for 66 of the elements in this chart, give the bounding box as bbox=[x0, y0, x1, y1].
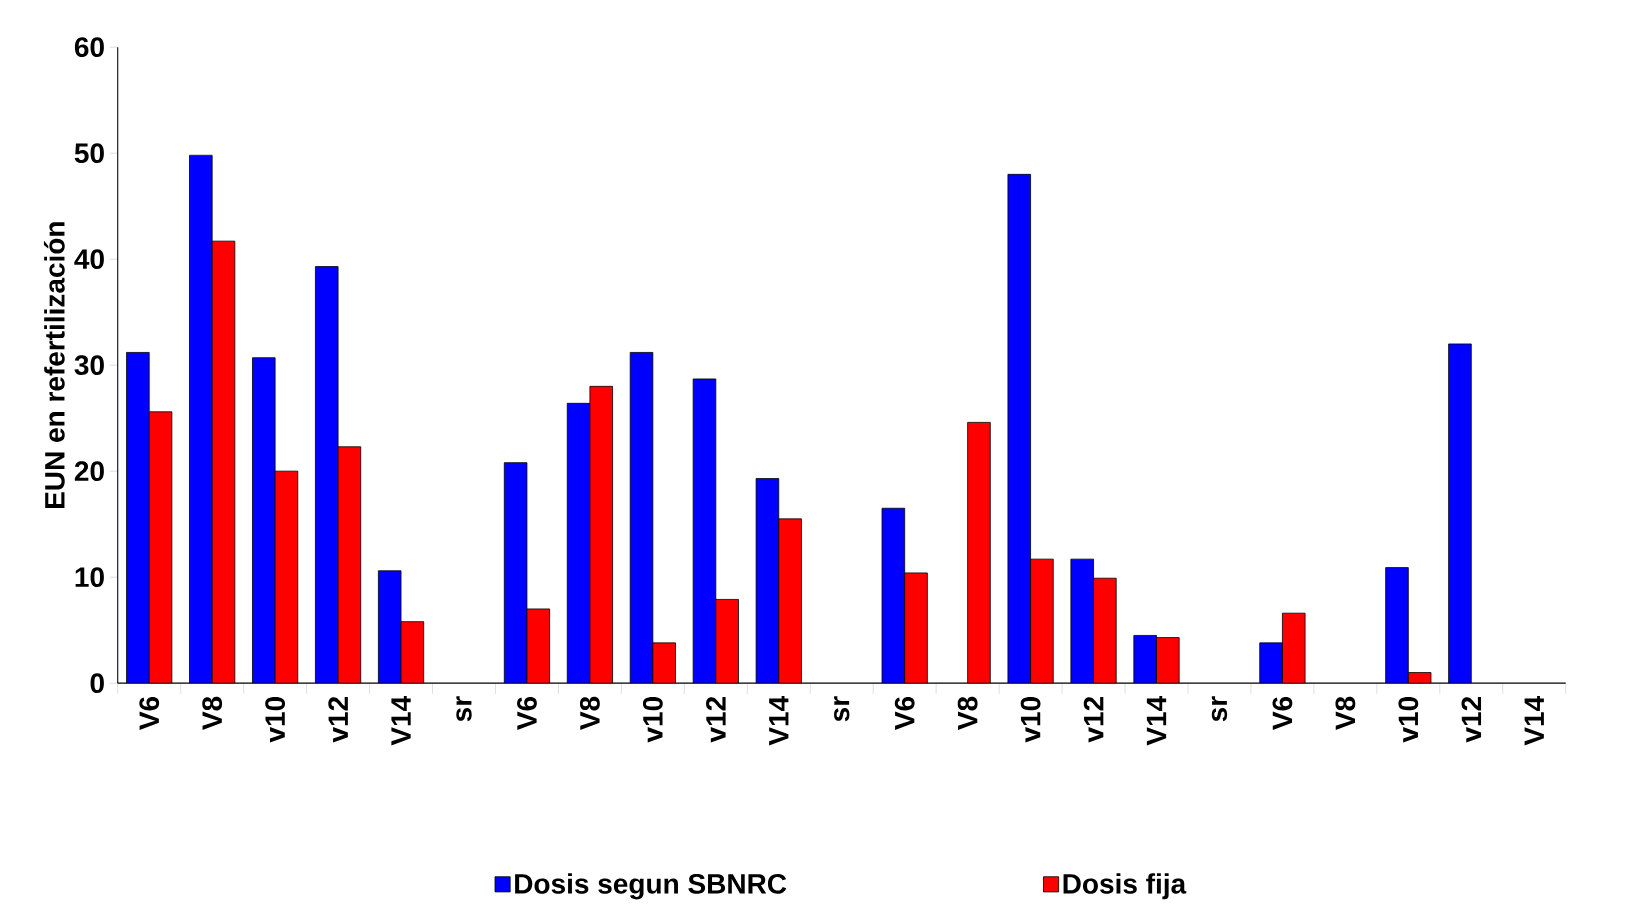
bar bbox=[778, 518, 802, 684]
y-tick-label: 60 bbox=[74, 37, 104, 58]
x-tick-label: V8 bbox=[957, 696, 978, 730]
bar bbox=[904, 572, 928, 684]
bar bbox=[212, 241, 235, 684]
x-tick-label: v12 bbox=[328, 696, 348, 743]
bar bbox=[189, 155, 213, 684]
bar bbox=[526, 608, 550, 684]
bar bbox=[630, 352, 653, 684]
x-tick-label: V6 bbox=[517, 696, 537, 730]
y-tick-label: 40 bbox=[74, 249, 104, 270]
bar bbox=[149, 411, 172, 684]
x-tick-label: v12 bbox=[1083, 696, 1104, 743]
y-tick-label: 20 bbox=[74, 461, 104, 482]
bar bbox=[967, 422, 991, 684]
x-tick-label: sr bbox=[834, 696, 850, 722]
x-tick-label: V14 bbox=[769, 696, 789, 746]
bar bbox=[715, 599, 739, 684]
x-tick-label: sr bbox=[1211, 696, 1228, 722]
bar bbox=[338, 446, 361, 684]
bar bbox=[1070, 559, 1094, 684]
x-tick-label: V6 bbox=[1272, 696, 1293, 730]
x-tick-label: v12 bbox=[706, 696, 726, 743]
bar bbox=[756, 478, 779, 684]
bar bbox=[126, 352, 150, 684]
bar bbox=[1030, 559, 1054, 684]
y-tick-label: 10 bbox=[75, 567, 104, 588]
bar bbox=[378, 570, 402, 684]
bar bbox=[315, 266, 339, 684]
bar bbox=[1448, 343, 1472, 684]
x-tick-label: V14 bbox=[391, 696, 411, 746]
x-tick-label: v10 bbox=[265, 697, 286, 743]
bar bbox=[1133, 635, 1157, 684]
x-tick-label: V6 bbox=[139, 696, 160, 730]
x-tick-label: v10 bbox=[1398, 697, 1419, 743]
x-tick-label: v10 bbox=[642, 697, 663, 743]
y-tick-label: 30 bbox=[74, 355, 104, 376]
x-tick-label: sr bbox=[456, 696, 472, 722]
bar bbox=[693, 378, 716, 684]
legend-label: Dosis fija bbox=[1063, 873, 1187, 900]
x-tick-label: V8 bbox=[202, 696, 223, 730]
x-tick-label: V6 bbox=[894, 696, 915, 730]
bar bbox=[1385, 567, 1409, 684]
bar bbox=[1156, 637, 1180, 684]
bar bbox=[567, 403, 590, 684]
x-tick-label: V14 bbox=[1146, 696, 1167, 746]
x-tick-label: V14 bbox=[1524, 696, 1544, 746]
bar bbox=[401, 621, 424, 684]
bar bbox=[1259, 642, 1283, 684]
x-tick-label: v12 bbox=[1461, 696, 1482, 743]
legend-label: Dosis segun SBNRC bbox=[515, 873, 787, 900]
bar bbox=[1282, 613, 1306, 684]
y-axis-title: EUN en refertilización bbox=[43, 222, 65, 508]
x-tick-label: V8 bbox=[579, 696, 600, 730]
y-tick-label: 50 bbox=[74, 143, 104, 164]
bar bbox=[275, 471, 298, 684]
bar bbox=[504, 462, 527, 684]
bar bbox=[1007, 174, 1031, 684]
y-tick-label: 0 bbox=[90, 673, 104, 694]
x-tick-label: v10 bbox=[1020, 697, 1041, 743]
bar bbox=[252, 357, 276, 684]
bar bbox=[589, 386, 613, 684]
bar bbox=[1093, 578, 1117, 684]
x-tick-label: V8 bbox=[1335, 696, 1356, 730]
bar bbox=[882, 508, 905, 684]
bar bbox=[652, 642, 676, 684]
